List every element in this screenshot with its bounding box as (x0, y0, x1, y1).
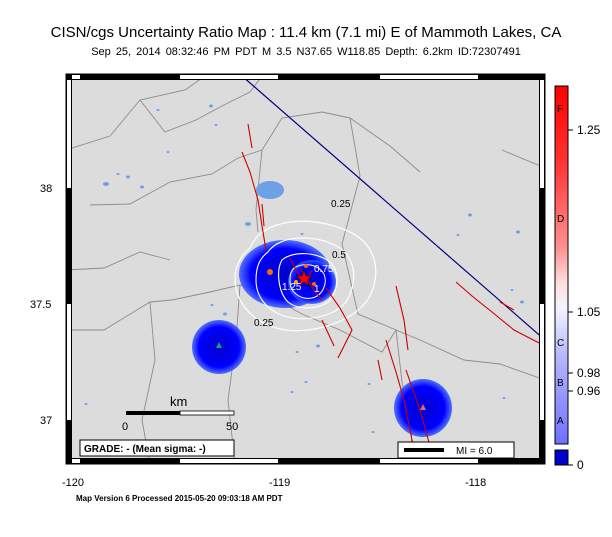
colorbar-value: 1.05 (577, 305, 601, 319)
colorbar-letter: C (557, 338, 564, 349)
map-area: 0.25 0.5 0.75 1 1.25 0.25 (66, 74, 545, 464)
epicenter-star-icon (295, 269, 313, 287)
longitude-labels: -120 -119 -118 (62, 477, 486, 489)
lat-label: 37.5 (30, 299, 51, 311)
event-details: Sep 25, 2014 08:32:46 PM PDT M 3.5 N37.6… (91, 46, 521, 58)
mi-legend-text: MI = 6.0 (456, 446, 493, 457)
contour-label: 1 (314, 284, 320, 295)
lakes (84, 104, 524, 433)
contour-label: 0.75 (314, 264, 334, 275)
county-boundaries (66, 75, 545, 464)
contour-label: 0.5 (332, 250, 346, 261)
contour-label: 1.25 (282, 282, 302, 293)
lon-label: -120 (62, 477, 84, 489)
state-boundary (241, 75, 545, 341)
colorbar-letter: F (557, 104, 563, 115)
scale-end: 50 (226, 421, 238, 433)
processing-note: Map Version 6 Processed 2015-05-20 09:03… (76, 494, 283, 503)
stations (216, 264, 426, 410)
latitude-labels: 38 37.5 37 (30, 183, 52, 427)
contour-labels: 0.25 0.5 0.75 1 1.25 0.25 (254, 199, 351, 329)
contours (234, 220, 377, 332)
contour-label: 0.25 (254, 318, 274, 329)
lat-label: 37 (40, 415, 52, 427)
scale-start: 0 (122, 421, 128, 433)
grade-box: GRADE: - (Mean sigma: -) (79, 439, 235, 457)
colorbar-value: 0.98 (577, 366, 601, 380)
colorbar-value: 0 (577, 458, 584, 472)
map-frame (65, 73, 546, 465)
mi-legend: MI = 6.0 (397, 441, 515, 459)
lon-label: -119 (269, 477, 290, 489)
lon-label: -118 (465, 477, 486, 489)
colorbar: F D C B A 1.25 1.05 0.98 0.96 0 (554, 85, 601, 472)
scale-bar: km 0 50 (122, 394, 238, 433)
map-title: CISN/cgs Uncertainty Ratio Map : 11.4 km… (50, 24, 562, 41)
scale-title: km (170, 394, 187, 409)
colorbar-letter: B (557, 378, 564, 389)
colorbar-letter: D (557, 214, 564, 225)
lat-label: 38 (40, 183, 52, 195)
grade-text: GRADE: - (Mean sigma: -) (84, 444, 206, 455)
colorbar-value: 1.25 (577, 123, 601, 137)
colorbar-value: 0.96 (577, 384, 601, 398)
contour-label: 0.25 (331, 199, 351, 210)
colorbar-letter: A (557, 416, 564, 427)
